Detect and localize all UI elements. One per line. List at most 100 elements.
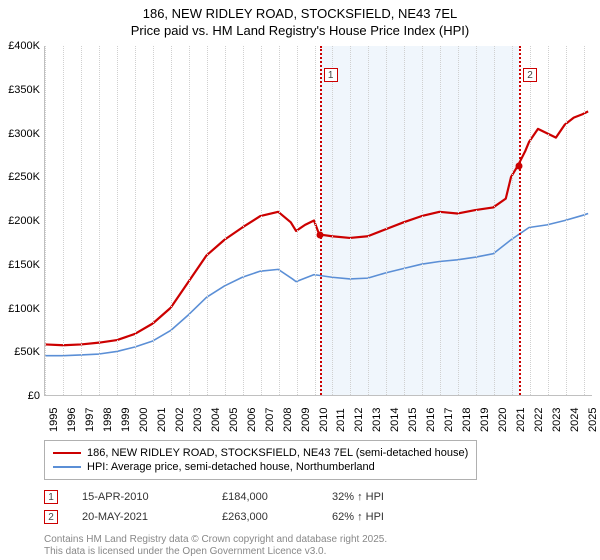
sale-price: £263,000 xyxy=(222,511,332,523)
xtick-label: 2001 xyxy=(156,408,168,432)
gridline-vertical xyxy=(207,46,208,395)
title-subtitle: Price paid vs. HM Land Registry's House … xyxy=(0,23,600,38)
gridline-vertical xyxy=(225,46,226,395)
sale-price: £184,000 xyxy=(222,491,332,503)
xtick-label: 2025 xyxy=(587,408,599,432)
sale-delta: 62% ↑ HPI xyxy=(332,511,384,523)
marker-line-1 xyxy=(320,46,322,395)
gridline-vertical xyxy=(530,46,531,395)
legend-label: 186, NEW RIDLEY ROAD, STOCKSFIELD, NE43 … xyxy=(87,447,468,459)
gridline-vertical xyxy=(404,46,405,395)
sale-delta: 32% ↑ HPI xyxy=(332,491,384,503)
gridline-vertical xyxy=(63,46,64,395)
marker-badge-1: 1 xyxy=(324,68,338,82)
xtick-label: 2013 xyxy=(371,408,383,432)
chart-lines-svg xyxy=(45,46,592,395)
xtick-label: 2015 xyxy=(407,408,419,432)
xtick-label: 2019 xyxy=(479,408,491,432)
xtick-label: 2012 xyxy=(353,408,365,432)
gridline-vertical xyxy=(243,46,244,395)
xtick-label: 1998 xyxy=(102,408,114,432)
legend-box: 186, NEW RIDLEY ROAD, STOCKSFIELD, NE43 … xyxy=(44,440,477,480)
legend-item: HPI: Average price, semi-detached house,… xyxy=(53,461,468,473)
xtick-label: 1995 xyxy=(48,408,60,432)
marker-dot-2 xyxy=(515,162,522,169)
ytick-label: £0 xyxy=(28,390,40,402)
sale-badge: 1 xyxy=(44,490,58,504)
gridline-vertical xyxy=(584,46,585,395)
xtick-label: 2017 xyxy=(443,408,455,432)
title-block: 186, NEW RIDLEY ROAD, STOCKSFIELD, NE43 … xyxy=(0,0,600,38)
ytick-label: £400K xyxy=(8,40,40,52)
legend-item: 186, NEW RIDLEY ROAD, STOCKSFIELD, NE43 … xyxy=(53,447,468,459)
gridline-vertical xyxy=(368,46,369,395)
gridline-vertical xyxy=(332,46,333,395)
footer-attribution: Contains HM Land Registry data © Crown c… xyxy=(44,534,387,558)
gridline-vertical xyxy=(566,46,567,395)
legend-label: HPI: Average price, semi-detached house,… xyxy=(87,461,375,473)
sale-row-1: 1 15-APR-2010£184,00032% ↑ HPI xyxy=(44,490,384,504)
ytick-label: £350K xyxy=(8,84,40,96)
ytick-label: £300K xyxy=(8,128,40,140)
gridline-vertical xyxy=(422,46,423,395)
xtick-label: 2010 xyxy=(318,408,330,432)
xtick-label: 2003 xyxy=(192,408,204,432)
chart-plot-area: 12 xyxy=(44,46,592,396)
xtick-label: 2009 xyxy=(300,408,312,432)
sale-badge: 2 xyxy=(44,510,58,524)
xtick-label: 2014 xyxy=(389,408,401,432)
gridline-vertical xyxy=(494,46,495,395)
sale-date: 15-APR-2010 xyxy=(82,491,222,503)
xtick-label: 2007 xyxy=(264,408,276,432)
footer-line2: This data is licensed under the Open Gov… xyxy=(44,546,387,558)
xtick-label: 1997 xyxy=(84,408,96,432)
marker-dot-1 xyxy=(316,232,323,239)
gridline-vertical xyxy=(512,46,513,395)
xtick-label: 1996 xyxy=(66,408,78,432)
gridline-vertical xyxy=(279,46,280,395)
xtick-label: 1999 xyxy=(120,408,132,432)
xtick-label: 2020 xyxy=(497,408,509,432)
xtick-label: 2008 xyxy=(282,408,294,432)
xtick-label: 2018 xyxy=(461,408,473,432)
gridline-vertical xyxy=(315,46,316,395)
legend-swatch xyxy=(53,466,81,468)
chart-container: 186, NEW RIDLEY ROAD, STOCKSFIELD, NE43 … xyxy=(0,0,600,560)
ytick-label: £250K xyxy=(8,171,40,183)
gridline-vertical xyxy=(45,46,46,395)
title-address: 186, NEW RIDLEY ROAD, STOCKSFIELD, NE43 … xyxy=(0,6,600,21)
gridline-vertical xyxy=(153,46,154,395)
gridline-vertical xyxy=(261,46,262,395)
gridline-vertical xyxy=(386,46,387,395)
xtick-label: 2016 xyxy=(425,408,437,432)
xtick-label: 2005 xyxy=(228,408,240,432)
marker-badge-2: 2 xyxy=(523,68,537,82)
gridline-vertical xyxy=(99,46,100,395)
footer-line1: Contains HM Land Registry data © Crown c… xyxy=(44,534,387,546)
marker-line-2 xyxy=(519,46,521,395)
xtick-label: 2002 xyxy=(174,408,186,432)
gridline-vertical xyxy=(117,46,118,395)
xtick-label: 2006 xyxy=(246,408,258,432)
ytick-label: £200K xyxy=(8,215,40,227)
xtick-label: 2023 xyxy=(551,408,563,432)
ytick-label: £50K xyxy=(14,346,40,358)
xtick-label: 2021 xyxy=(515,408,527,432)
gridline-vertical xyxy=(458,46,459,395)
gridline-vertical xyxy=(476,46,477,395)
gridline-vertical xyxy=(171,46,172,395)
legend-swatch xyxy=(53,452,81,454)
sale-date: 20-MAY-2021 xyxy=(82,511,222,523)
gridline-vertical xyxy=(350,46,351,395)
xtick-label: 2024 xyxy=(569,408,581,432)
sale-row-2: 2 20-MAY-2021£263,00062% ↑ HPI xyxy=(44,510,384,524)
series-line-property xyxy=(45,111,588,345)
gridline-vertical xyxy=(81,46,82,395)
ytick-label: £100K xyxy=(8,303,40,315)
ytick-label: £150K xyxy=(8,259,40,271)
gridline-vertical xyxy=(440,46,441,395)
xtick-label: 2011 xyxy=(335,408,347,432)
gridline-vertical xyxy=(189,46,190,395)
xtick-label: 2022 xyxy=(533,408,545,432)
gridline-vertical xyxy=(548,46,549,395)
